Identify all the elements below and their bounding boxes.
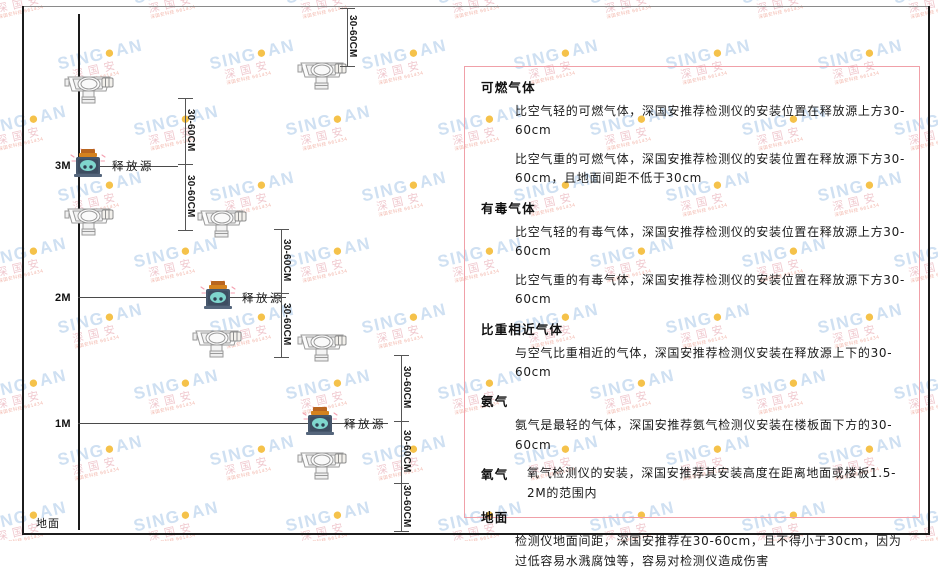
- dimension-label: 30-60CM: [401, 366, 412, 409]
- section-heading: 比重相近气体: [481, 321, 564, 337]
- dimension-line: [185, 98, 186, 164]
- dimension-label: 30-60CM: [281, 239, 292, 282]
- dimension-tick: [274, 229, 289, 230]
- section-paragraph: 检测仪地面间距，深国安推荐在30-60cm，且不得小于30cm，因为过低容易水溅…: [515, 534, 902, 568]
- release-source-icon: [68, 146, 108, 180]
- dimension-tick: [394, 531, 409, 532]
- dimension-tick: [394, 421, 409, 422]
- dimension-line: [401, 421, 402, 483]
- section-heading: 可燃气体: [481, 80, 536, 95]
- panel-section: 氧气 氧气检测仪的安装，深国安推荐其安装高度在距离地面或楼板1.5-2M的范围内: [481, 464, 905, 503]
- guidance-panel: 可燃气体比空气轻的可燃气体，深国安推荐检测仪的安装位置在释放源上方30-60cm…: [464, 66, 920, 568]
- release-source-icon: [300, 404, 340, 438]
- gas-detector-icon: [295, 50, 349, 94]
- dimension-label: 30-60CM: [347, 15, 358, 58]
- release-source-label: 释放源: [112, 159, 154, 173]
- dimension-tick: [394, 483, 409, 484]
- gas-detector-icon: [295, 322, 349, 366]
- level-line-3m: [78, 166, 178, 167]
- axis-label-3m: 3M: [55, 160, 71, 172]
- level-line-2m: [78, 297, 286, 298]
- dimension-tick: [340, 66, 355, 67]
- section-paragraph: 比空气轻的有毒气体，深国安推荐检测仪的安装位置在释放源上方30-60cm: [515, 224, 906, 259]
- frame-right-border: [928, 6, 930, 534]
- section-paragraph: 氨气是最轻的气体，深国安推荐氨气检测仪安装在楼板面下方的30-60cm: [515, 418, 893, 452]
- panel-section: 比重相近气体与空气比重相近的气体，深国安推荐检测仪安装在释放源上下的30-60c…: [481, 319, 905, 383]
- panel-section: 地面 检测仪地面间距，深国安推荐在30-60cm，且不得小于30cm，因为过低容易…: [481, 507, 905, 571]
- gas-detector-icon: [190, 318, 244, 362]
- gas-detector-icon: [195, 198, 249, 242]
- dimension-line: [281, 229, 282, 293]
- dimension-tick: [340, 8, 355, 9]
- gas-detector-icon: [295, 440, 349, 484]
- ground-label: 地面: [36, 517, 60, 530]
- dimension-tick: [394, 355, 409, 356]
- release-source-label: 释放源: [344, 417, 386, 431]
- axis-label-1m: 1M: [55, 418, 71, 430]
- dimension-tick: [178, 164, 193, 165]
- frame-left-border: [22, 6, 24, 534]
- frame-top-border: [22, 6, 930, 7]
- section-heading: 氧气: [481, 467, 509, 483]
- section-paragraph: 与空气比重相近的气体，深国安推荐检测仪安装在释放源上下的30-60cm: [515, 345, 893, 379]
- section-paragraph: 比空气重的可燃气体，深国安推荐检测仪的安装位置在释放源下方30-60cm，且地面…: [515, 151, 906, 186]
- section-paragraph: 比空气重的有毒气体，深国安推荐检测仪的安装位置在释放源下方30-60cm: [515, 272, 906, 307]
- section-heading: 地面: [481, 510, 509, 526]
- panel-section: 氨气 氨气是最轻的气体，深国安推荐氨气检测仪安装在楼板面下方的30-60cm: [481, 391, 905, 455]
- release-source-label: 释放源: [242, 291, 284, 305]
- dimension-line: [401, 355, 402, 421]
- dimension-line: [281, 293, 282, 357]
- panel-section: 有毒气体比空气轻的有毒气体，深国安推荐检测仪的安装位置在释放源上方30-60cm…: [481, 198, 905, 310]
- dimension-label: 30-60CM: [185, 109, 196, 152]
- dimension-line: [401, 483, 402, 531]
- release-source-icon: [198, 278, 238, 312]
- gas-detector-icon: [62, 64, 116, 108]
- dimension-label: 30-60CM: [401, 430, 412, 473]
- section-paragraph: 氧气检测仪的安装，深国安推荐其安装高度在距离地面或楼板1.5-2M的范围内: [527, 466, 897, 500]
- axis-label-2m: 2M: [55, 292, 71, 304]
- dimension-label: 30-60CM: [185, 175, 196, 218]
- dimension-tick: [274, 357, 289, 358]
- section-paragraph: 比空气轻的可燃气体，深国安推荐检测仪的安装位置在释放源上方30-60cm: [515, 104, 906, 138]
- dimension-label: 30-60CM: [401, 485, 412, 528]
- gas-detector-icon: [62, 196, 116, 240]
- dimension-tick: [178, 98, 193, 99]
- panel-section: 可燃气体比空气轻的可燃气体，深国安推荐检测仪的安装位置在释放源上方30-60cm…: [481, 77, 905, 189]
- dimension-tick: [274, 293, 289, 294]
- dimension-line: [347, 8, 348, 66]
- dimension-label: 30-60CM: [281, 303, 292, 346]
- dimension-line: [185, 164, 186, 230]
- level-line-1m: [78, 423, 388, 424]
- dimension-tick: [178, 230, 193, 231]
- vertical-axis: [78, 14, 80, 530]
- frame-bottom-border: [22, 533, 930, 535]
- section-heading: 有毒气体: [481, 200, 536, 216]
- section-heading: 氨气: [481, 394, 509, 410]
